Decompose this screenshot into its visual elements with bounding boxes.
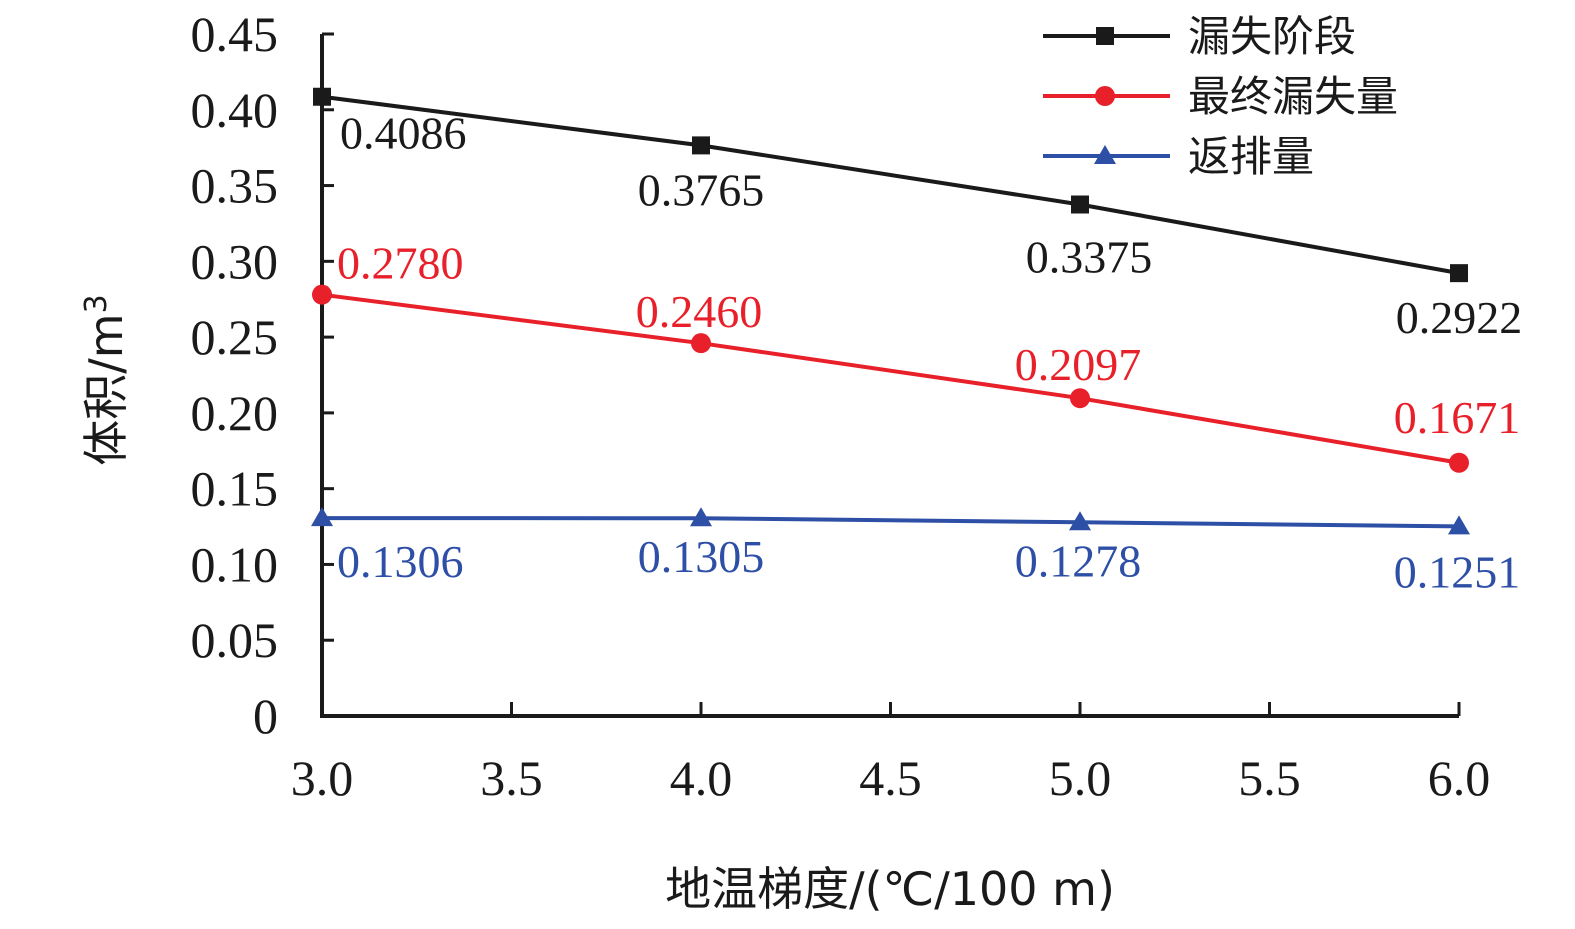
data-point (311, 507, 333, 527)
series-line (321, 292, 1460, 465)
x-tick-label: 4.0 (670, 750, 733, 806)
data-label: 0.1305 (638, 531, 765, 582)
y-tick-label: 0.10 (191, 536, 279, 592)
data-point (1448, 515, 1470, 535)
y-tick-label: 0.40 (191, 82, 279, 138)
y-axis-title-superscript: 3 (79, 294, 114, 313)
data-point (1069, 511, 1091, 531)
series-2: 0.2780 0.2460 0.2097 0.1671 (312, 238, 1520, 473)
x-tick-label: 3.5 (480, 750, 543, 806)
data-point (1071, 195, 1089, 214)
series-1: 0.4086 0.3765 0.3375 0.2922 (313, 87, 1523, 343)
y-tick-label: 0.25 (191, 309, 279, 365)
legend-label: 最终漏失量 (1188, 72, 1398, 121)
x-tick-label: 3.0 (291, 750, 354, 806)
y-tick-label: 0.20 (191, 385, 279, 441)
y-axis-title: 体积/m3 (79, 294, 133, 465)
data-point (313, 87, 331, 106)
data-label: 0.1278 (1015, 535, 1142, 586)
data-point (690, 507, 712, 527)
data-point (1450, 264, 1468, 283)
y-tick-label: 0.15 (191, 461, 279, 517)
data-label: 0.2460 (636, 286, 763, 337)
x-tick-label: 5.5 (1238, 750, 1301, 806)
data-point (692, 136, 710, 155)
x-tick-label: 6.0 (1428, 750, 1491, 806)
data-label: 0.1306 (337, 536, 464, 587)
x-tick-label: 4.5 (859, 750, 922, 806)
x-tick-label: 5.0 (1049, 750, 1112, 806)
data-label: 0.2780 (337, 238, 464, 289)
data-label: 0.3375 (1026, 232, 1153, 283)
y-tick-label: 0.30 (191, 233, 279, 289)
data-label: 0.2922 (1396, 292, 1523, 343)
legend-label: 返排量 (1188, 132, 1314, 181)
axes: 0 0.05 0.10 0.15 0.20 0.25 0.30 0.35 0.40 0.45 3.0… (191, 6, 1491, 806)
legend-marker (1096, 27, 1114, 45)
y-tick-label: 0.05 (191, 612, 279, 668)
series-layer: 0.4086 0.3765 0.3375 0.2922 0.2780 0.2460 0.20… (311, 87, 1523, 597)
legend-marker (1095, 86, 1115, 106)
data-label: 0.3765 (638, 164, 765, 215)
data-point (691, 333, 711, 354)
data-label: 0.1671 (1394, 392, 1521, 443)
series-line (321, 516, 1460, 529)
data-point (1070, 388, 1090, 409)
legend-label: 漏失阶段 (1188, 12, 1356, 61)
series-3: 0.1306 0.1305 0.1278 0.1251 (311, 507, 1520, 597)
data-label: 0.1251 (1394, 546, 1521, 597)
series-line (321, 94, 1460, 276)
x-axis-title: 地温梯度/(℃/100 m) (665, 862, 1115, 916)
legend-entry: 漏失阶段 (1043, 12, 1356, 61)
data-label: 0.2097 (1015, 339, 1142, 390)
data-label: 0.4086 (340, 108, 467, 159)
data-point (1449, 452, 1469, 473)
y-tick-label: 0.45 (191, 6, 279, 62)
y-axis-title-main: 体积/m (79, 313, 133, 465)
y-tick-label: 0 (253, 688, 278, 744)
legend-marker (1094, 145, 1116, 164)
legend-entry: 最终漏失量 (1043, 72, 1398, 121)
y-tick-label: 0.35 (191, 158, 279, 214)
data-point (312, 284, 332, 305)
legend-entry: 返排量 (1043, 132, 1314, 181)
